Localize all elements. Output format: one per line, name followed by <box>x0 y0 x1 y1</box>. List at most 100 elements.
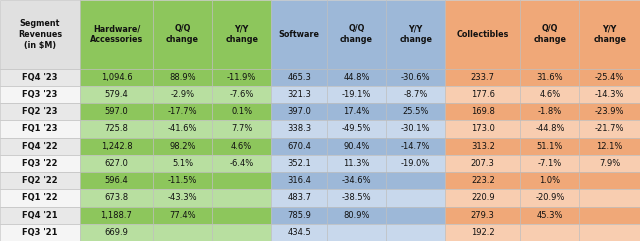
Bar <box>153 138 212 155</box>
Text: FQ3 '21: FQ3 '21 <box>22 228 58 237</box>
Text: -19.1%: -19.1% <box>342 90 371 99</box>
Text: 44.8%: 44.8% <box>343 73 370 82</box>
Text: 17.4%: 17.4% <box>343 107 370 116</box>
Text: 579.4: 579.4 <box>105 90 129 99</box>
Bar <box>212 189 271 207</box>
Bar <box>212 103 271 120</box>
Bar <box>579 224 640 241</box>
Bar <box>520 155 579 172</box>
Bar <box>212 138 271 155</box>
Bar <box>579 189 640 207</box>
Text: 223.2: 223.2 <box>471 176 495 185</box>
Text: 169.8: 169.8 <box>471 107 495 116</box>
Bar <box>153 0 212 69</box>
Bar <box>271 103 327 120</box>
Text: -23.9%: -23.9% <box>595 107 625 116</box>
Bar <box>0 120 80 138</box>
Text: -17.7%: -17.7% <box>168 107 197 116</box>
Bar <box>520 103 579 120</box>
Bar <box>445 0 520 69</box>
Text: 4.6%: 4.6% <box>231 142 252 151</box>
Bar <box>386 138 445 155</box>
Text: 1,094.6: 1,094.6 <box>100 73 132 82</box>
Bar <box>386 120 445 138</box>
Bar <box>271 86 327 103</box>
Text: 90.4%: 90.4% <box>343 142 370 151</box>
Bar <box>271 224 327 241</box>
Text: 1,242.8: 1,242.8 <box>100 142 132 151</box>
Bar <box>153 120 212 138</box>
Text: 77.4%: 77.4% <box>170 211 196 220</box>
Text: -38.5%: -38.5% <box>342 194 371 202</box>
Text: -41.6%: -41.6% <box>168 125 197 134</box>
Bar <box>579 207 640 224</box>
Bar <box>327 69 386 86</box>
Bar <box>212 224 271 241</box>
Bar <box>212 120 271 138</box>
Text: -11.9%: -11.9% <box>227 73 257 82</box>
Bar <box>153 224 212 241</box>
Text: 173.0: 173.0 <box>471 125 495 134</box>
Text: -8.7%: -8.7% <box>403 90 428 99</box>
Bar <box>327 207 386 224</box>
Bar <box>271 207 327 224</box>
Text: 25.5%: 25.5% <box>403 107 429 116</box>
Bar <box>579 69 640 86</box>
Bar <box>0 86 80 103</box>
Text: 434.5: 434.5 <box>287 228 311 237</box>
Bar <box>80 0 153 69</box>
Bar <box>520 189 579 207</box>
Text: 88.9%: 88.9% <box>170 73 196 82</box>
Bar <box>520 0 579 69</box>
Bar <box>153 86 212 103</box>
Text: 465.3: 465.3 <box>287 73 311 82</box>
Text: -20.9%: -20.9% <box>535 194 564 202</box>
Text: 192.2: 192.2 <box>471 228 495 237</box>
Text: FQ3 '22: FQ3 '22 <box>22 159 58 168</box>
Bar <box>445 155 520 172</box>
Bar <box>327 138 386 155</box>
Bar <box>520 207 579 224</box>
Text: FQ2 '22: FQ2 '22 <box>22 176 58 185</box>
Text: -34.6%: -34.6% <box>342 176 371 185</box>
Bar <box>271 69 327 86</box>
Text: -6.4%: -6.4% <box>230 159 254 168</box>
Text: Y/Y
change: Y/Y change <box>225 24 258 44</box>
Text: Y/Y
change: Y/Y change <box>593 24 626 44</box>
Bar <box>80 120 153 138</box>
Bar <box>153 155 212 172</box>
Text: FQ4 '23: FQ4 '23 <box>22 73 58 82</box>
Bar <box>271 120 327 138</box>
Text: 233.7: 233.7 <box>471 73 495 82</box>
Text: -21.7%: -21.7% <box>595 125 625 134</box>
Bar <box>80 172 153 189</box>
Text: 98.2%: 98.2% <box>170 142 196 151</box>
Text: FQ4 '22: FQ4 '22 <box>22 142 58 151</box>
Text: Software: Software <box>278 30 319 39</box>
Text: -14.7%: -14.7% <box>401 142 431 151</box>
Bar <box>520 138 579 155</box>
Bar <box>579 0 640 69</box>
Bar <box>0 172 80 189</box>
Bar <box>80 103 153 120</box>
Text: 725.8: 725.8 <box>104 125 129 134</box>
Text: -1.8%: -1.8% <box>538 107 562 116</box>
Text: 279.3: 279.3 <box>471 211 495 220</box>
Bar <box>0 207 80 224</box>
Bar <box>153 103 212 120</box>
Bar <box>520 172 579 189</box>
Text: -43.3%: -43.3% <box>168 194 197 202</box>
Bar <box>80 86 153 103</box>
Bar <box>386 172 445 189</box>
Bar <box>327 224 386 241</box>
Bar <box>386 86 445 103</box>
Bar <box>0 155 80 172</box>
Text: -49.5%: -49.5% <box>342 125 371 134</box>
Text: 207.3: 207.3 <box>471 159 495 168</box>
Text: 397.0: 397.0 <box>287 107 311 116</box>
Bar <box>386 207 445 224</box>
Bar <box>579 103 640 120</box>
Bar <box>80 138 153 155</box>
Bar <box>445 224 520 241</box>
Bar <box>579 155 640 172</box>
